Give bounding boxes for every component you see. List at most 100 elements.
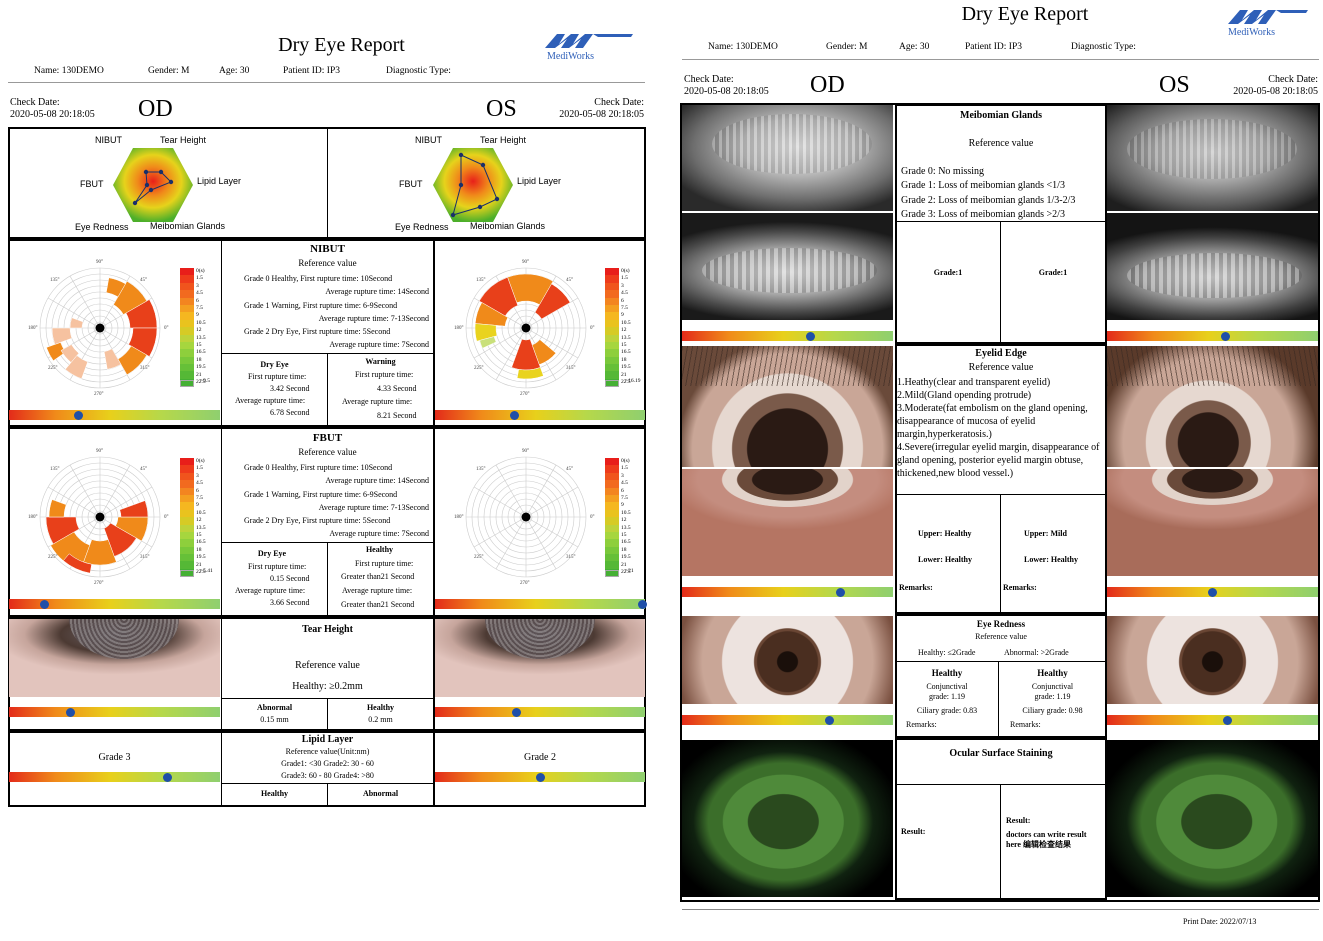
- reference-line: Grade 2 Dry Eye, First rupture time: 5Se…: [244, 516, 391, 526]
- redness-ref: Reference value: [975, 632, 1027, 641]
- angle-label: 135°: [50, 278, 60, 283]
- os-fbut-status: Healthy: [365, 545, 394, 554]
- os-eyelid-marker: [1208, 587, 1217, 597]
- center-dot: [95, 512, 105, 522]
- od-fbut-avg: 3.66 Second: [270, 598, 310, 607]
- angle-label: 225°: [48, 366, 58, 371]
- scale-label: 21: [621, 561, 627, 568]
- polar-grid: [39, 267, 161, 389]
- patient-id: Patient ID: IP3: [283, 66, 340, 76]
- divider: [327, 783, 328, 806]
- rupture-segment: [474, 302, 509, 327]
- os-fbut-avg-label: Average rupture time:: [342, 586, 413, 595]
- scale-label: 13.5: [196, 334, 206, 341]
- od-nibut-avg: 6.78 Second: [270, 408, 310, 417]
- mediworks-logo: MediWorks: [1228, 10, 1308, 38]
- scale-label: 4.5: [621, 290, 628, 297]
- od-redness-remarks: Remarks:: [906, 720, 937, 729]
- angle-label: 90°: [522, 260, 529, 265]
- os-nibut-status: Warning: [365, 357, 396, 366]
- patient-gender: Gender: M: [148, 66, 190, 76]
- angle-label: 45°: [140, 278, 147, 283]
- od-eyelid-marker: [835, 587, 845, 597]
- diagnostic-type: Diagnostic Type:: [1071, 42, 1136, 52]
- tear-ref: Reference value: [295, 660, 360, 671]
- os-nibut-bar: [435, 410, 645, 420]
- grid-spoke: [473, 486, 527, 518]
- patient-age: Age: 30: [219, 66, 250, 76]
- divider: [896, 661, 1106, 662]
- legend-box: [180, 380, 194, 387]
- grid-spoke: [69, 464, 101, 518]
- grid-spoke: [495, 464, 527, 518]
- scale-label: 12: [621, 517, 627, 524]
- od-eyelid-bar: [682, 587, 893, 597]
- angle-label: 180°: [454, 326, 464, 331]
- od-lipid-status: Healthy: [260, 789, 289, 798]
- os-redness-photo: [1107, 616, 1318, 704]
- od-redness-bar: [682, 715, 893, 725]
- angle-label: 45°: [566, 467, 573, 472]
- scale-label: 1.5: [196, 275, 203, 282]
- reference-line: 3.Moderate(fat embolism on the gland ope…: [897, 403, 1088, 440]
- angle-label: 135°: [50, 467, 60, 472]
- grid-spoke: [473, 516, 527, 548]
- divider: [682, 909, 1319, 910]
- os-eyelid-upper-photo: [1107, 346, 1318, 467]
- os-nibut-polar-chart: 90° 270° 180° 0° 45° 135° 225° 315°: [454, 258, 596, 403]
- center-dot: [521, 323, 531, 333]
- radar-label-lipid: Lipid Layer: [197, 176, 242, 186]
- scale-label: 19.5: [621, 364, 631, 371]
- os-meibomian-bar: [1107, 331, 1318, 341]
- angle-label: 90°: [96, 260, 103, 265]
- angle-label: 225°: [474, 555, 484, 560]
- os-meibomian-lower-photo: [1107, 213, 1318, 320]
- legend-box: [180, 570, 194, 577]
- scale-label: 3: [196, 472, 199, 479]
- fbut-title: FBUT: [312, 432, 343, 444]
- angle-label: 0°: [590, 326, 595, 331]
- angle-label: 90°: [522, 449, 529, 454]
- grid-spoke: [525, 486, 579, 518]
- angle-label: 90°: [96, 449, 103, 454]
- grid-spoke: [495, 516, 527, 570]
- od-lipid-grade: Grade 3: [98, 752, 131, 763]
- scale-label: 6: [196, 487, 199, 494]
- scale-label: 15: [196, 342, 202, 349]
- divider: [221, 618, 222, 730]
- grid-spoke: [525, 516, 579, 548]
- scale-label: 0(s): [196, 458, 205, 464]
- od-radar-chart: [113, 148, 193, 222]
- scale-label: 10.5: [621, 509, 631, 516]
- scale-label: 16.5: [196, 349, 206, 356]
- angle-label: 225°: [48, 555, 58, 560]
- page-title: Dry Eye Report: [961, 3, 1089, 25]
- polar-grid: [465, 456, 587, 578]
- scale-labels: 0(s) 1.5 3 4.5 6 7.5 9 10.5 12 13.5 15 16.5 18 19.5 21…: [196, 458, 206, 577]
- rupture-segment: [117, 345, 148, 376]
- radar-label-mg: Meibomian Glands: [470, 221, 546, 231]
- od-nibut-marker: [74, 410, 84, 420]
- fbut-ref-lines: Grade 0 Healthy, First rupture time: 10S…: [244, 461, 429, 541]
- scale-label: 0(s): [196, 268, 205, 274]
- os-eyelid-remarks: Remarks:: [1003, 583, 1037, 592]
- od-fbut-polar-chart: 90° 270° 180° 0° 45° 135° 225° 315°: [28, 447, 170, 592]
- angle-label: 135°: [476, 278, 486, 283]
- rupture-segment: [531, 339, 557, 365]
- od-meibomian-grade: Grade:1: [933, 268, 963, 277]
- divider: [327, 128, 328, 238]
- os-eyelid-lower: Lower: Healthy: [1024, 555, 1078, 564]
- os-nibut-avg: 8.21 Second: [377, 411, 417, 420]
- os-tear-bar: [435, 707, 645, 717]
- rupture-segment: [105, 277, 126, 298]
- scale-label: 4.5: [621, 480, 628, 487]
- reference-line: Average rupture time: 7Second: [329, 340, 429, 350]
- os-label: OS: [1159, 72, 1190, 98]
- od-label: OD: [138, 96, 173, 122]
- legend-box: [605, 570, 619, 577]
- grid-spoke: [525, 464, 557, 518]
- os-nibut-first: 4.33 Second: [377, 384, 417, 393]
- rupture-segment: [516, 367, 544, 380]
- divider: [221, 732, 222, 806]
- od-fbut-status: Dry Eye: [257, 549, 287, 558]
